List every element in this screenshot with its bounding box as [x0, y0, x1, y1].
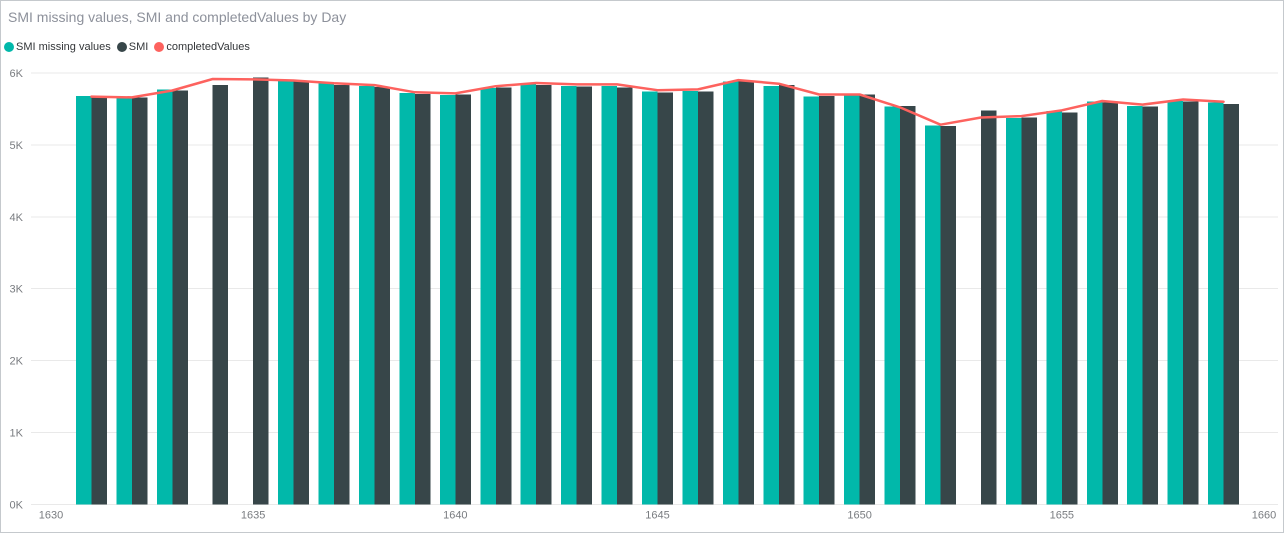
- legend-item-label: SMI missing values: [16, 41, 111, 53]
- legend-item-label: SMI: [128, 41, 149, 53]
- bar-smi-1642[interactable]: [536, 84, 552, 505]
- bar-smi-missing-values-1658[interactable]: [1167, 100, 1184, 505]
- bar-smi-1639[interactable]: [414, 93, 431, 505]
- legend-item-smi-missing-values[interactable]: SMI missing values: [4, 39, 111, 55]
- x-axis-tick-label: 1630: [39, 510, 63, 522]
- bar-smi-1632[interactable]: [131, 97, 148, 505]
- bar-smi-missing-values-1631[interactable]: [75, 95, 92, 505]
- bar-smi-missing-values-1643[interactable]: [561, 85, 577, 505]
- bar-smi-1651[interactable]: [900, 105, 916, 505]
- y-axis-tick-label: 2K: [10, 356, 24, 368]
- bar-smi-1638[interactable]: [374, 86, 390, 505]
- bar-smi-1634[interactable]: [212, 85, 229, 505]
- bar-smi-missing-values-1656[interactable]: [1086, 101, 1103, 505]
- legend-swatch-icon: [116, 42, 127, 52]
- bar-smi-1650[interactable]: [859, 94, 876, 505]
- bar-smi-missing-values-1655[interactable]: [1046, 111, 1062, 505]
- chart-title: SMI missing values, SMI and completedVal…: [8, 9, 347, 25]
- bar-smi-1636[interactable]: [293, 81, 310, 505]
- legend-item-smi[interactable]: SMI: [116, 39, 149, 55]
- bar-smi-1637[interactable]: [334, 84, 350, 505]
- bar-smi-1648[interactable]: [778, 85, 795, 505]
- legend: SMI missing values SMI completedValues: [4, 39, 256, 55]
- x-axis-tick-label: 1645: [645, 510, 669, 522]
- bar-smi-missing-values-1659[interactable]: [1208, 102, 1224, 505]
- y-axis-tick-label: 4K: [10, 212, 24, 224]
- bar-smi-missing-values-1647[interactable]: [722, 81, 739, 505]
- bar-smi-1657[interactable]: [1142, 106, 1159, 505]
- bar-smi-1641[interactable]: [495, 87, 512, 505]
- completedvalues-line[interactable]: [90, 77, 1225, 126]
- bar-smi-1646[interactable]: [697, 91, 714, 505]
- bar-smi-missing-values-1632[interactable]: [116, 96, 132, 505]
- x-axis-tick-label: 1640: [443, 510, 467, 522]
- bar-smi-1645[interactable]: [657, 92, 673, 505]
- bar-smi-1647[interactable]: [738, 80, 754, 505]
- x-axis-tick-label: 1660: [1252, 510, 1276, 522]
- y-axis-tick-label: 6K: [10, 68, 24, 80]
- legend-item-label: completedValues: [166, 41, 250, 53]
- y-axis-tick-label: 5K: [10, 140, 24, 152]
- bar-smi-missing-values-1633[interactable]: [156, 89, 173, 505]
- bar-smi-missing-values-1636[interactable]: [278, 80, 294, 505]
- bar-smi-1635[interactable]: [253, 77, 269, 505]
- bar-smi-1659[interactable]: [1223, 103, 1240, 505]
- bar-smi-1640[interactable]: [455, 94, 471, 505]
- bar-smi-missing-values-1638[interactable]: [358, 85, 375, 505]
- legend-item-completedvalues[interactable]: completedValues: [154, 39, 250, 55]
- bar-smi-1643[interactable]: [576, 86, 593, 505]
- x-axis-tick-label: 1655: [1050, 510, 1074, 522]
- bar-smi-1656[interactable]: [1102, 102, 1118, 505]
- bar-smi-missing-values-1642[interactable]: [520, 83, 537, 505]
- bar-smi-1652[interactable]: [940, 126, 957, 505]
- x-axis-tick-label: 1650: [847, 510, 871, 522]
- bar-smi-missing-values-1646[interactable]: [682, 90, 698, 505]
- y-axis-tick-label: 0K: [10, 500, 24, 512]
- bar-smi-missing-values-1651[interactable]: [884, 106, 901, 505]
- bar-smi-1631[interactable]: [91, 97, 107, 505]
- bar-smi-1649[interactable]: [819, 95, 835, 505]
- bar-smi-1654[interactable]: [1021, 117, 1037, 505]
- bar-smi-1658[interactable]: [1183, 101, 1199, 505]
- bar-smi-missing-values-1639[interactable]: [399, 93, 415, 505]
- bar-smi-missing-values-1644[interactable]: [601, 85, 618, 505]
- legend-swatch-icon: [154, 42, 165, 52]
- x-axis-tick-label: 1635: [241, 510, 265, 522]
- bar-smi-1653[interactable]: [980, 110, 997, 505]
- bar-smi-missing-values-1645[interactable]: [641, 91, 658, 505]
- bar-smi-1655[interactable]: [1061, 112, 1078, 505]
- y-axis-tick-label: 1K: [10, 428, 24, 440]
- bar-smi-missing-values-1640[interactable]: [439, 95, 456, 505]
- bar-smi-missing-values-1641[interactable]: [480, 88, 496, 505]
- bar-smi-missing-values-1648[interactable]: [763, 85, 779, 505]
- bar-smi-missing-values-1652[interactable]: [925, 125, 941, 505]
- bar-smi-1633[interactable]: [172, 90, 188, 505]
- bar-smi-missing-values-1650[interactable]: [844, 95, 860, 505]
- bar-smi-missing-values-1657[interactable]: [1127, 105, 1143, 505]
- bar-smi-missing-values-1654[interactable]: [1005, 118, 1022, 505]
- bar-smi-missing-values-1649[interactable]: [803, 96, 820, 505]
- bar-smi-missing-values-1637[interactable]: [318, 83, 335, 505]
- y-axis-tick-label: 3K: [10, 284, 24, 296]
- bar-smi-1644[interactable]: [617, 87, 633, 505]
- legend-swatch-icon: [4, 42, 14, 52]
